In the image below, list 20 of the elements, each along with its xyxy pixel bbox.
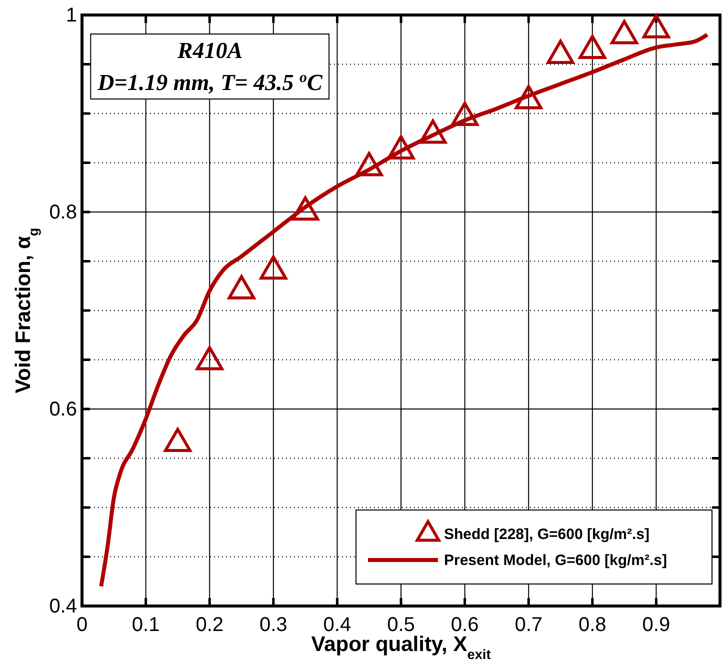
x-tick-label: 0.2 (196, 614, 224, 636)
y-tick-label: 0.8 (49, 201, 77, 224)
annotation: R410A (176, 38, 243, 63)
legend-label: Shedd [228], G=600 [kg/m².s] (444, 526, 650, 543)
x-axis-title: Vapor quality, X$_{exit}$ (311, 633, 492, 662)
x-tick-label: 0 (76, 614, 88, 636)
x-tick-label: 0.6 (450, 614, 479, 636)
line-series (99, 32, 710, 588)
y-tick-label: 1 (66, 4, 77, 26)
legend-label: Present Model, G=600 [kg/m².s] (444, 552, 667, 569)
x-tick-label: 0.3 (259, 614, 288, 636)
annotation: D=1.19 mm, T= 43.5 $^{o}$C (96, 70, 324, 95)
x-tick-label: 0.4 (323, 614, 352, 636)
x-tick-label: 0.7 (514, 614, 543, 636)
y-tick-label: 0.4 (49, 595, 77, 618)
x-tick-label: 0.8 (578, 614, 606, 636)
x-tick-label: 0.1 (132, 614, 160, 636)
x-tick-label: 0.5 (387, 614, 415, 636)
y-tick-label: 0.6 (49, 398, 77, 420)
x-tick-label: 0.9 (642, 614, 670, 636)
